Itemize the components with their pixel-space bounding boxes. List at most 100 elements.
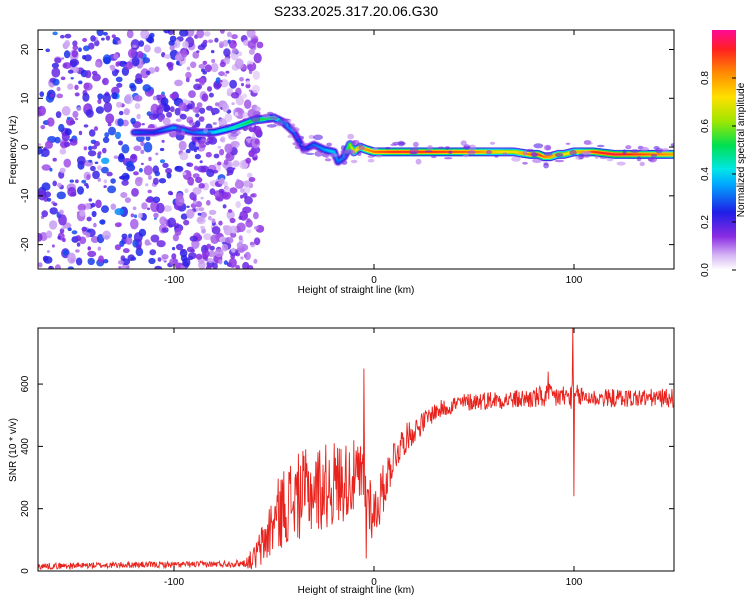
noise-blob (192, 106, 199, 113)
noise-blob (67, 83, 74, 90)
noise-blob (142, 57, 151, 64)
noise-blob (199, 160, 203, 164)
noise-blob (97, 93, 104, 100)
noise-blob (66, 116, 71, 120)
noise-blob (93, 126, 99, 131)
noise-blob (166, 111, 173, 118)
noise-blob (244, 196, 253, 205)
noise-blob (125, 236, 133, 245)
noise-blob (213, 153, 220, 159)
ridge-halo-blob (273, 121, 283, 127)
noise-blob (223, 159, 229, 166)
ridge-halo-blob (639, 161, 645, 167)
noise-blob (67, 69, 74, 74)
noise-blob (243, 180, 251, 187)
noise-blob (58, 214, 67, 226)
ridge-halo-blob (324, 158, 332, 162)
ridge-halo-blob (596, 144, 605, 148)
noise-blob (239, 160, 249, 170)
noise-blob (130, 39, 140, 50)
noise-blob (91, 70, 98, 76)
noise-blob (114, 222, 122, 228)
noise-blob (63, 249, 69, 256)
noise-blob (58, 123, 65, 133)
ridge-halo-blob (543, 144, 552, 151)
noise-blob (102, 259, 109, 264)
ridge-halo-blob (569, 149, 577, 156)
colorbar-tick-label: 0.8 (700, 71, 711, 85)
noise-blob (62, 237, 66, 243)
noise-blob (99, 219, 106, 225)
noise-blob (140, 162, 144, 166)
noise-blob (221, 191, 232, 200)
noise-blob (38, 143, 42, 146)
x-tick-label: 0 (371, 577, 377, 588)
ridge-halo-blob (324, 154, 329, 159)
noise-blob (203, 31, 211, 37)
noise-blob (102, 136, 110, 144)
noise-blob (197, 165, 206, 173)
noise-blob (105, 35, 111, 41)
noise-blob (223, 260, 228, 265)
ridge-halo-blob (231, 130, 241, 136)
noise-blob (254, 138, 260, 145)
noise-blob (42, 255, 49, 262)
ridge-halo-blob (298, 135, 305, 140)
ridge-halo-blob (653, 146, 660, 150)
noise-blob (108, 126, 116, 136)
noise-blob (101, 157, 110, 164)
noise-blob (188, 141, 197, 151)
ridge-halo-blob (354, 144, 364, 147)
noise-blob (133, 171, 139, 176)
noise-blob (182, 257, 191, 267)
ridge-halo-blob (502, 152, 508, 156)
ridge-halo-blob (305, 152, 315, 155)
noise-blob (71, 230, 78, 235)
noise-blob (244, 99, 252, 109)
ridge-halo-blob (533, 143, 544, 149)
noise-blob (46, 230, 53, 239)
noise-blob (97, 154, 101, 159)
ridge-halo-blob (203, 127, 208, 134)
noise-blob (164, 54, 171, 59)
noise-blob (90, 202, 96, 208)
ridge-halo-blob (636, 156, 642, 162)
noise-blob (147, 189, 152, 194)
colorbar-label: Normalized spectral amplitude (736, 82, 747, 217)
noise-blob (63, 50, 71, 59)
noise-blob (149, 249, 157, 256)
noise-blob (255, 106, 261, 112)
noise-blob (71, 50, 79, 58)
noise-blob (121, 144, 130, 154)
noise-blob (46, 250, 50, 253)
ridge-halo-blob (292, 142, 300, 146)
noise-blob (148, 175, 152, 180)
ridge-halo-blob (280, 118, 290, 121)
noise-blob (195, 78, 200, 83)
y-tick-label: 0 (20, 568, 31, 574)
noise-blob (245, 80, 250, 85)
ridge-halo-blob (175, 118, 182, 122)
noise-blob (214, 248, 224, 258)
noise-blob (234, 179, 244, 189)
noise-blob (119, 240, 125, 247)
colorbar-tick-label: 0.0 (700, 263, 711, 277)
noise-blob (251, 38, 258, 43)
noise-blob (236, 222, 246, 233)
noise-blob (190, 61, 197, 69)
ridge-halo-blob (347, 133, 355, 140)
noise-blob (192, 51, 200, 59)
ridge-halo-blob (616, 161, 626, 166)
ridge-halo-blob (523, 149, 528, 156)
noise-blob (84, 54, 92, 62)
noise-blob (245, 83, 251, 89)
noise-blob (136, 244, 142, 251)
noise-blob (48, 265, 54, 269)
noise-blob (152, 196, 161, 203)
noise-blob (218, 188, 225, 194)
noise-blob (218, 259, 223, 265)
noise-blob (143, 165, 153, 176)
noise-blob (78, 80, 83, 85)
noise-blob (64, 128, 72, 136)
noise-blob (158, 178, 167, 184)
